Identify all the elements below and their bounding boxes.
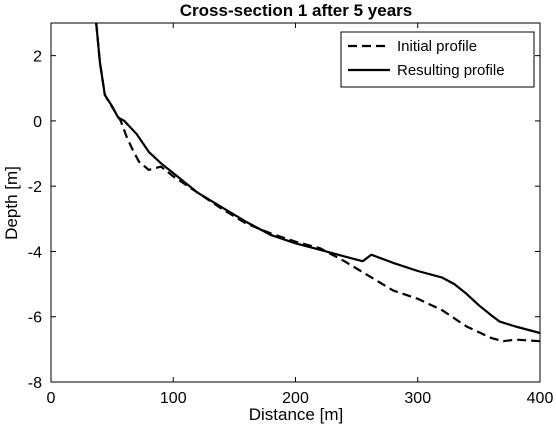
x-tick-label: 300	[404, 390, 431, 407]
legend-label-initial: Initial profile	[397, 38, 477, 55]
x-axis-label: Distance [m]	[249, 405, 343, 424]
legend-box	[340, 31, 535, 88]
y-tick-label: -6	[28, 310, 42, 327]
x-tick-label: 200	[282, 390, 309, 407]
legend: Initial profile Resulting profile	[340, 31, 535, 88]
legend-label-resulting: Resulting profile	[397, 62, 505, 79]
x-tick-label: 400	[527, 390, 554, 407]
y-tick-label: 2	[33, 49, 42, 66]
y-tick-label: -4	[28, 244, 42, 261]
series-layer	[95, 22, 541, 343]
y-axis-ticks: -8 -6 -4 -2 0 2	[28, 49, 540, 392]
x-tick-label: 0	[47, 390, 56, 407]
series-line-initial-profile	[95, 22, 541, 343]
plot-area: 0 100 200 300 400 -8 -6 -4 -2 0 2	[28, 22, 554, 407]
series-line-resulting-profile	[95, 22, 541, 335]
y-tick-label: 0	[33, 114, 42, 131]
y-tick-label: -8	[28, 375, 42, 392]
x-axis-ticks: 0 100 200 300 400	[47, 23, 554, 407]
y-axis-label: Depth [m]	[2, 166, 21, 240]
chart-title: Cross-section 1 after 5 years	[180, 1, 412, 20]
y-tick-label: -2	[28, 179, 42, 196]
x-tick-label: 100	[160, 390, 187, 407]
